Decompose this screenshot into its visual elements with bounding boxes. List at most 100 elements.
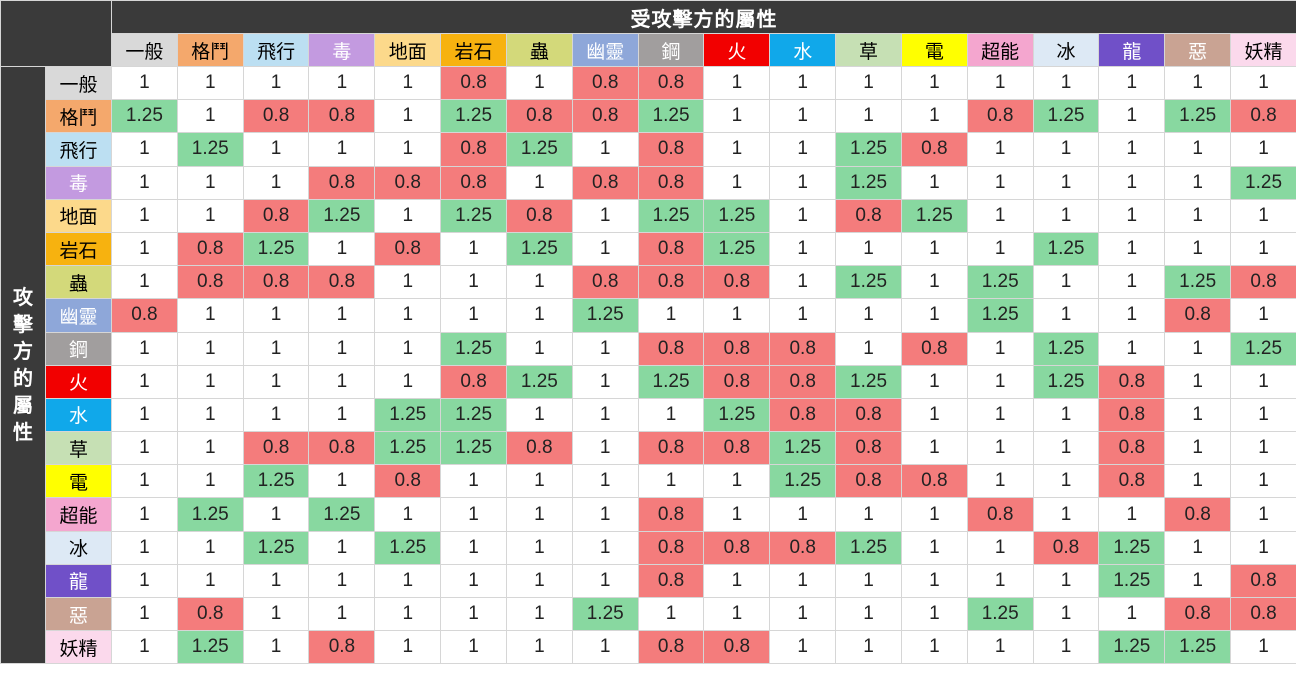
attacker-type-header: 地面 [45, 198, 112, 233]
multiplier-cell: 0.8 [308, 431, 376, 466]
multiplier-cell: 1 [505, 397, 573, 433]
multiplier-cell: 1 [242, 397, 310, 433]
multiplier-cell: 1.25 [1032, 364, 1100, 399]
multiplier-cell: 0.8 [242, 99, 310, 134]
multiplier-cell: 0.8 [769, 397, 837, 433]
multiplier-cell: 1 [374, 364, 442, 399]
multiplier-cell: 1.25 [703, 198, 771, 233]
multiplier-cell: 1 [1032, 630, 1100, 665]
multiplier-cell: 0.8 [966, 497, 1034, 532]
multiplier-cell: 1 [176, 563, 244, 599]
multiplier-cell: 1 [703, 497, 771, 532]
multiplier-cell: 1 [835, 497, 902, 532]
multiplier-cell: 1 [966, 198, 1034, 233]
multiplier-cell: 1 [900, 497, 968, 532]
attacker-type-header: 水 [45, 397, 112, 433]
multiplier-cell: 1 [111, 464, 178, 499]
multiplier-cell: 1 [571, 198, 639, 233]
multiplier-cell: 1 [505, 630, 573, 665]
multiplier-cell: 0.8 [966, 99, 1034, 134]
multiplier-cell: 0.8 [1164, 298, 1232, 333]
multiplier-cell: 1 [900, 431, 968, 466]
multiplier-cell: 1 [374, 630, 442, 665]
multiplier-cell: 1 [374, 65, 442, 101]
corner-cell [0, 0, 112, 67]
multiplier-cell: 1 [374, 298, 442, 333]
multiplier-cell: 1 [835, 596, 902, 632]
multiplier-cell: 1 [703, 132, 771, 167]
multiplier-cell: 0.8 [703, 630, 771, 665]
multiplier-cell: 1 [1098, 65, 1166, 101]
multiplier-cell: 1 [505, 497, 573, 532]
multiplier-cell: 1 [111, 431, 178, 466]
multiplier-cell: 0.8 [242, 431, 310, 466]
multiplier-cell: 0.8 [505, 198, 573, 233]
multiplier-cell: 1 [440, 265, 507, 300]
multiplier-cell: 1 [835, 65, 902, 101]
multiplier-cell: 1 [769, 99, 837, 134]
multiplier-cell: 1.25 [966, 596, 1034, 632]
attacker-type-header: 鋼 [45, 331, 112, 366]
multiplier-cell: 1 [1164, 397, 1232, 433]
multiplier-cell: 0.8 [637, 630, 705, 665]
multiplier-cell: 1 [1230, 65, 1296, 101]
multiplier-cell: 1 [966, 132, 1034, 167]
multiplier-cell: 0.8 [571, 99, 639, 134]
multiplier-cell: 1 [966, 65, 1034, 101]
multiplier-cell: 1 [900, 265, 968, 300]
multiplier-cell: 1 [769, 265, 837, 300]
attacker-type-header: 幽靈 [45, 298, 112, 333]
attacker-type-header: 超能 [45, 497, 112, 532]
multiplier-cell: 0.8 [1230, 99, 1296, 134]
defender-type-header: 地面 [374, 33, 442, 67]
multiplier-cell: 1 [769, 198, 837, 233]
multiplier-cell: 1 [966, 630, 1034, 665]
multiplier-cell: 1 [571, 231, 639, 267]
multiplier-cell: 1.25 [1164, 630, 1232, 665]
defender-type-header: 火 [703, 33, 771, 67]
multiplier-cell: 1 [374, 497, 442, 532]
multiplier-cell: 1 [966, 397, 1034, 433]
multiplier-cell: 0.8 [571, 165, 639, 200]
multiplier-cell: 1 [1098, 265, 1166, 300]
defender-type-header: 蟲 [505, 33, 573, 67]
multiplier-cell: 1 [1230, 132, 1296, 167]
multiplier-cell: 1 [769, 65, 837, 101]
multiplier-cell: 1 [966, 563, 1034, 599]
multiplier-cell: 0.8 [769, 530, 837, 565]
defender-type-header: 龍 [1098, 33, 1166, 67]
multiplier-cell: 1 [900, 397, 968, 433]
multiplier-cell: 1.25 [111, 99, 178, 134]
multiplier-cell: 1.25 [505, 364, 573, 399]
multiplier-cell: 1.25 [1230, 331, 1296, 366]
multiplier-cell: 1 [1230, 397, 1296, 433]
multiplier-cell: 1 [1230, 364, 1296, 399]
multiplier-cell: 1 [242, 165, 310, 200]
multiplier-cell: 1 [900, 563, 968, 599]
multiplier-cell: 1.25 [242, 464, 310, 499]
multiplier-cell: 1.25 [835, 265, 902, 300]
multiplier-cell: 1 [111, 397, 178, 433]
defender-type-header: 幽靈 [571, 33, 639, 67]
multiplier-cell: 1 [835, 331, 902, 366]
multiplier-cell: 1 [1164, 364, 1232, 399]
multiplier-cell: 1 [176, 431, 244, 466]
multiplier-cell: 0.8 [637, 165, 705, 200]
multiplier-cell: 1 [111, 132, 178, 167]
multiplier-cell: 1 [308, 397, 376, 433]
multiplier-cell: 1 [1164, 530, 1232, 565]
type-effectiveness-table: 受攻擊方的屬性 一般 格鬥 飛行毒地面 岩石蟲幽靈鋼火水草電超能冰龍惡妖精 攻 擊 方… [0, 0, 1296, 665]
multiplier-cell: 1.25 [637, 99, 705, 134]
multiplier-cell: 0.8 [1098, 464, 1166, 499]
multiplier-cell: 1.25 [176, 497, 244, 532]
multiplier-cell: 1 [308, 596, 376, 632]
multiplier-cell: 1 [176, 198, 244, 233]
attacker-type-header: 毒 [45, 165, 112, 200]
multiplier-cell: 1 [571, 530, 639, 565]
multiplier-cell: 1 [440, 298, 507, 333]
multiplier-cell: 1 [1164, 464, 1232, 499]
multiplier-cell: 1 [900, 231, 968, 267]
multiplier-cell: 1 [1032, 596, 1100, 632]
multiplier-cell: 1.25 [835, 530, 902, 565]
multiplier-cell: 1 [242, 630, 310, 665]
